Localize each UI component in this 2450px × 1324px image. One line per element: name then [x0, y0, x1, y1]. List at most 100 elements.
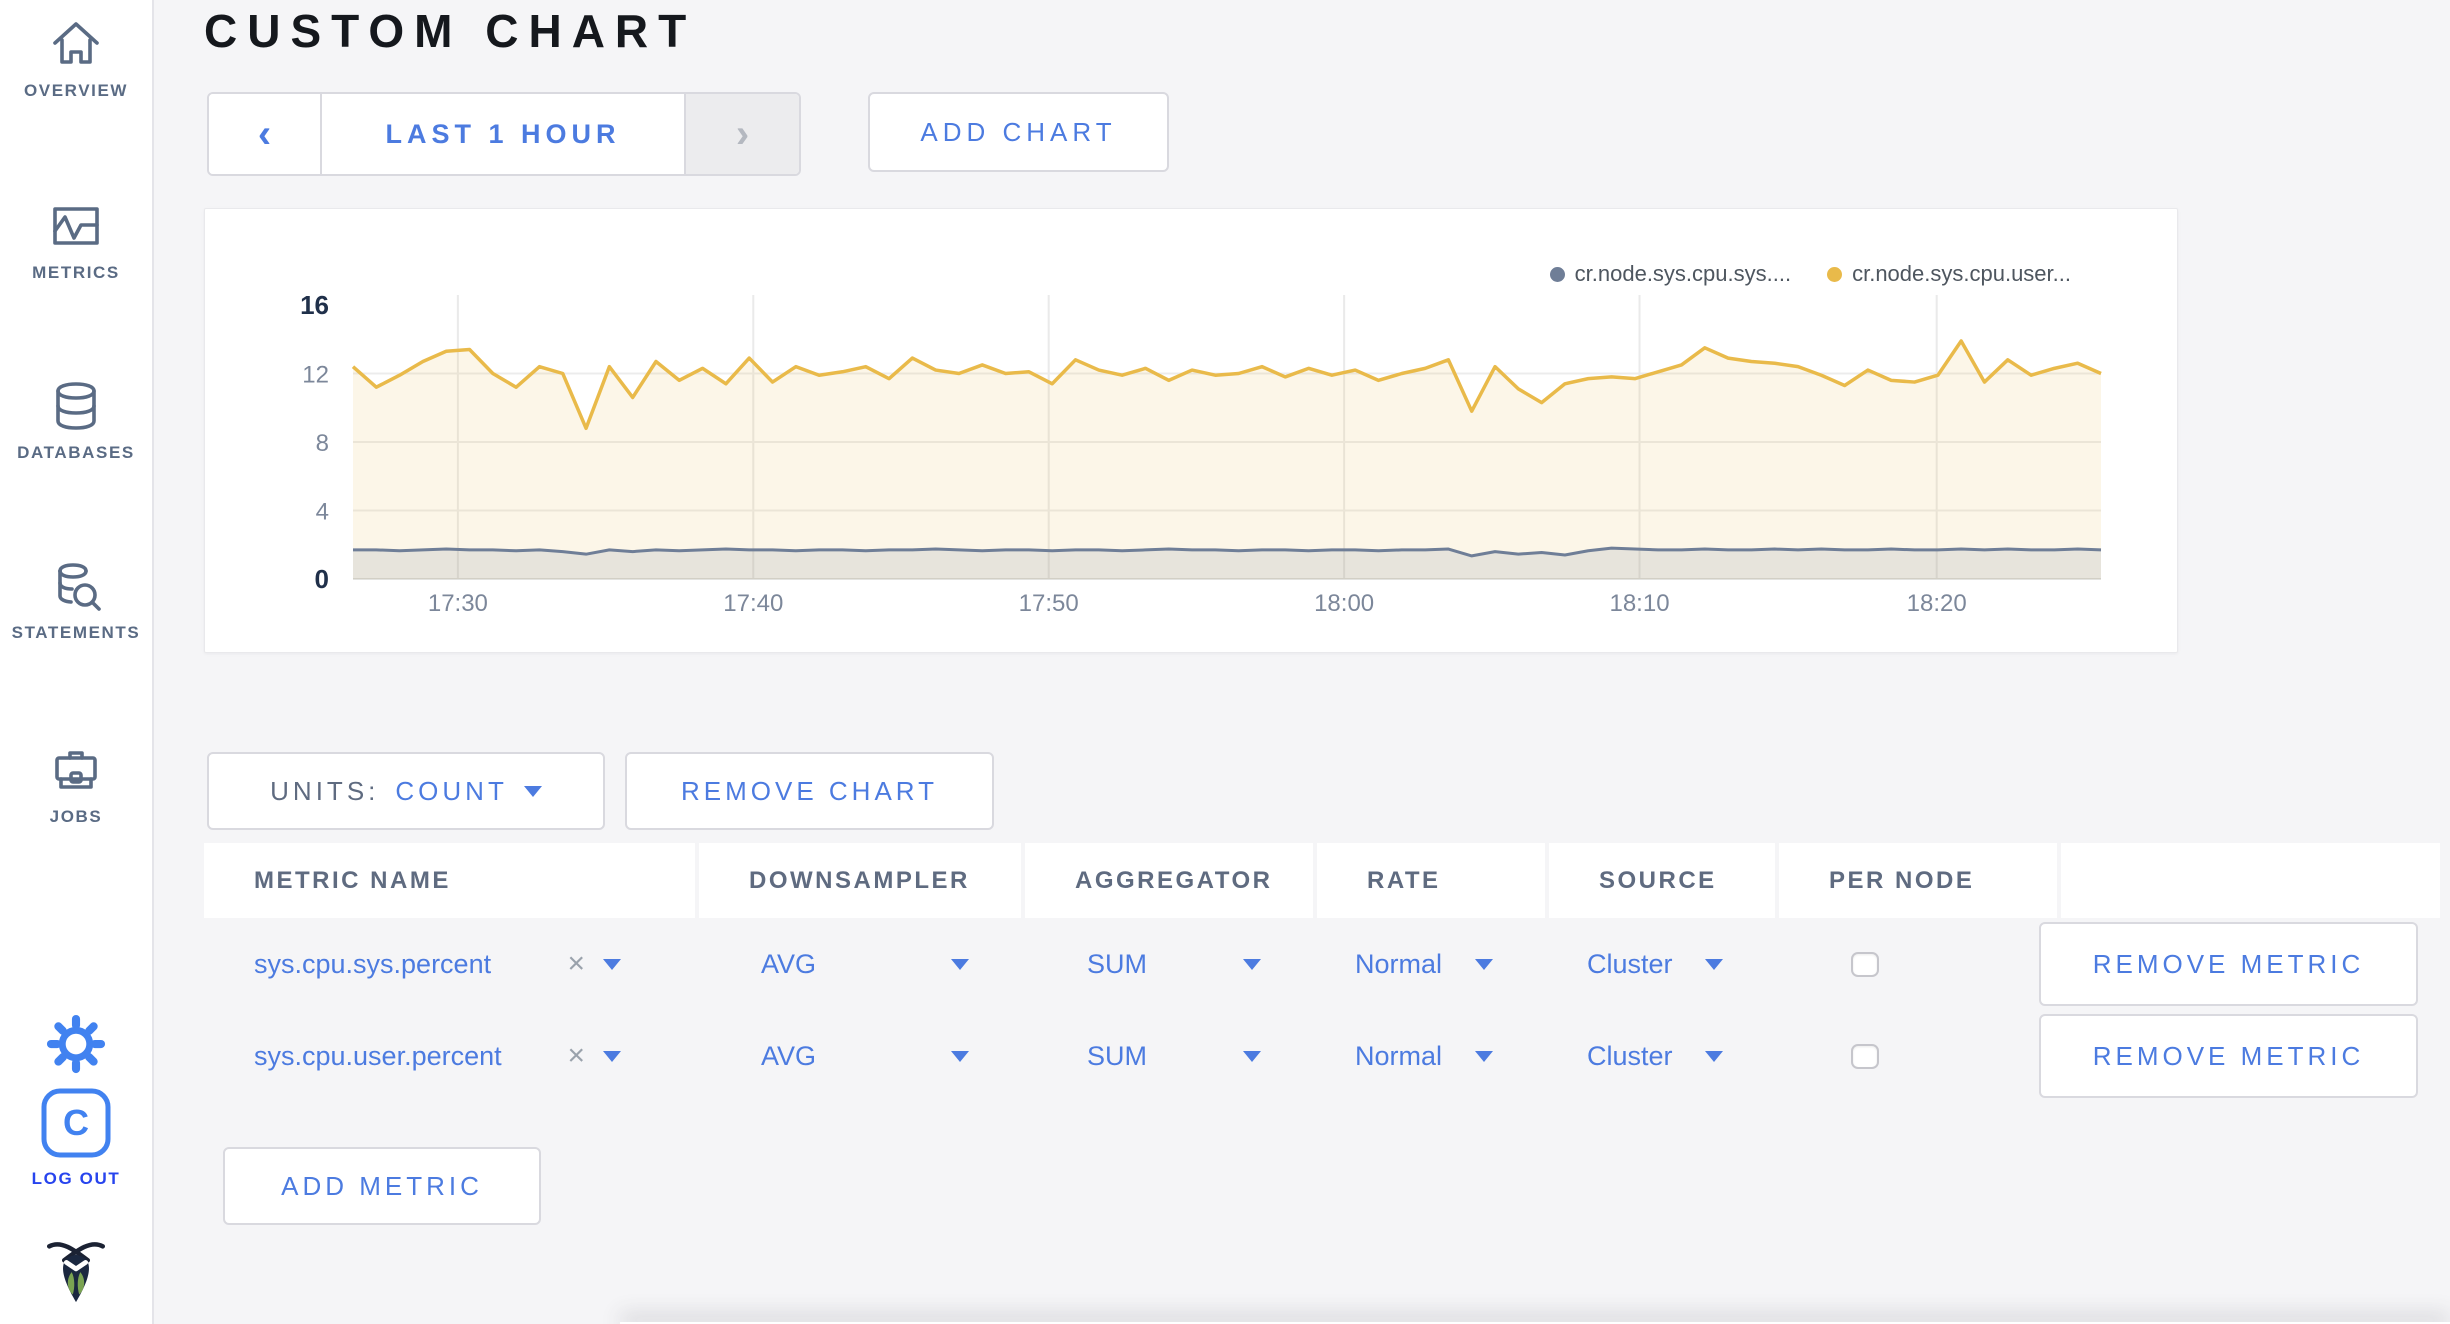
- sidebar-item-label: STATEMENTS: [11, 623, 141, 642]
- metrics-icon: [53, 207, 99, 245]
- chevron-down-icon: [603, 1050, 621, 1062]
- svg-text:16: 16: [300, 290, 329, 320]
- source-value: Cluster: [1587, 1040, 1673, 1071]
- chart-legend: cr.node.sys.cpu.sys.... cr.node.sys.cpu.…: [1549, 261, 2071, 287]
- source-value: Cluster: [1587, 948, 1673, 979]
- metric-name: sys.cpu.user.percent: [254, 1040, 502, 1071]
- home-icon: [53, 22, 99, 64]
- metric-name-cell: sys.cpu.sys.percent ×: [204, 918, 695, 1010]
- chart-card: 17:30 17:40 17:50 18:00 18:10 18:20 0 4 8 12 16 cr…: [204, 208, 2178, 653]
- aggregator-dropdown[interactable]: SUM: [1025, 918, 1313, 1010]
- cockroach-bug-logo-icon: [46, 1242, 106, 1303]
- chevron-down-icon: [951, 958, 969, 970]
- svg-text:C: C: [63, 1102, 89, 1143]
- chart-controls: UNITS: COUNT REMOVE CHART: [207, 752, 994, 830]
- actions-cell: REMOVE METRIC: [2039, 1010, 2440, 1102]
- rate-dropdown[interactable]: Normal: [1317, 918, 1545, 1010]
- remove-metric-button[interactable]: REMOVE METRIC: [2039, 1014, 2418, 1098]
- main-content: CUSTOM CHART ‹ LAST 1 HOUR › ADD CHART 1…: [154, 0, 2450, 1324]
- col-header-aggregator: AGGREGATOR: [1025, 843, 1313, 918]
- col-header-source: SOURCE: [1549, 843, 1775, 918]
- chevron-down-icon: [1243, 1050, 1261, 1062]
- svg-text:17:50: 17:50: [1019, 590, 1079, 617]
- aggregator-value: SUM: [1087, 948, 1147, 979]
- remove-chart-button[interactable]: REMOVE CHART: [625, 752, 994, 830]
- svg-text:17:30: 17:30: [428, 590, 488, 617]
- col-header-downsampler: DOWNSAMPLER: [699, 843, 1021, 918]
- time-range-selector: ‹ LAST 1 HOUR ›: [207, 92, 801, 176]
- source-dropdown[interactable]: Cluster: [1549, 918, 1775, 1010]
- chevron-down-icon: [1475, 1050, 1493, 1062]
- chevron-down-icon: [951, 1050, 969, 1062]
- remove-metric-button[interactable]: REMOVE METRIC: [2039, 922, 2418, 1006]
- table-row: sys.cpu.sys.percent × AVG SUM Normal: [204, 918, 2440, 1010]
- legend-label: cr.node.sys.cpu.sys....: [1574, 261, 1792, 286]
- downsampler-dropdown[interactable]: AVG: [699, 918, 1021, 1010]
- sidebar-item-label: OVERVIEW: [23, 81, 129, 100]
- units-value: COUNT: [395, 775, 508, 806]
- chevron-down-icon: [523, 785, 542, 797]
- per-node-cell: [1779, 1010, 2057, 1102]
- legend-dot-user: [1827, 266, 1843, 282]
- downsampler-dropdown[interactable]: AVG: [699, 1010, 1021, 1102]
- downsampler-value: AVG: [761, 948, 817, 979]
- settings-button[interactable]: [0, 1014, 152, 1074]
- units-label: UNITS:: [270, 775, 380, 806]
- clear-icon[interactable]: ×: [567, 1039, 585, 1072]
- add-metric-button[interactable]: ADD METRIC: [223, 1147, 541, 1225]
- chevron-right-icon: ›: [735, 112, 750, 156]
- svg-text:0: 0: [315, 564, 329, 594]
- sidebar-item-label: JOBS: [49, 807, 103, 826]
- legend-label: cr.node.sys.cpu.user...: [1852, 261, 2071, 286]
- svg-text:8: 8: [316, 430, 329, 457]
- sidebar-item-metrics[interactable]: METRICS: [0, 198, 152, 283]
- source-dropdown[interactable]: Cluster: [1549, 1010, 1775, 1102]
- actions-cell: REMOVE METRIC: [2039, 918, 2440, 1010]
- metric-name-cell: sys.cpu.user.percent ×: [204, 1010, 695, 1102]
- chevron-left-icon: ‹: [257, 112, 272, 156]
- cockroach-bug-logo: [0, 1236, 152, 1306]
- aggregator-dropdown[interactable]: SUM: [1025, 1010, 1313, 1102]
- sidebar-item-databases[interactable]: DATABASES: [0, 378, 152, 463]
- col-header-metric-name: METRIC NAME: [204, 843, 695, 918]
- time-range-prev-button[interactable]: ‹: [209, 94, 320, 174]
- per-node-checkbox[interactable]: [1851, 1043, 1879, 1069]
- page-title: CUSTOM CHART: [204, 5, 697, 57]
- time-range-label-button[interactable]: LAST 1 HOUR: [320, 94, 686, 174]
- sidebar-item-overview[interactable]: OVERVIEW: [0, 16, 152, 101]
- rate-dropdown[interactable]: Normal: [1317, 1010, 1545, 1102]
- sidebar-item-statements[interactable]: STATEMENTS: [0, 558, 152, 643]
- svg-text:4: 4: [316, 499, 329, 526]
- metrics-table-header: METRIC NAME DOWNSAMPLER AGGREGATOR RATE …: [204, 843, 2440, 918]
- aggregator-value: SUM: [1087, 1040, 1147, 1071]
- next-card-top-shadow: [620, 1322, 2450, 1324]
- table-row: sys.cpu.user.percent × AVG SUM Normal: [204, 1010, 2440, 1102]
- chevron-down-icon: [1243, 958, 1261, 970]
- svg-text:17:40: 17:40: [723, 590, 783, 617]
- jobs-icon: [55, 751, 97, 789]
- downsampler-value: AVG: [761, 1040, 817, 1071]
- cockroach-c-icon: C: [41, 1088, 111, 1158]
- metric-select-control[interactable]: ×: [567, 949, 621, 979]
- time-range-next-button[interactable]: ›: [686, 94, 799, 174]
- metric-select-control[interactable]: ×: [567, 1041, 621, 1071]
- svg-text:18:10: 18:10: [1609, 590, 1669, 617]
- add-chart-button[interactable]: ADD CHART: [868, 92, 1169, 172]
- legend-item-user-cpu[interactable]: cr.node.sys.cpu.user...: [1827, 261, 2071, 287]
- chevron-down-icon: [1705, 958, 1723, 970]
- units-dropdown[interactable]: UNITS: COUNT: [207, 752, 605, 830]
- col-header-per-node: PER NODE: [1779, 843, 2057, 918]
- sidebar-item-jobs[interactable]: JOBS: [0, 742, 152, 827]
- metrics-table: METRIC NAME DOWNSAMPLER AGGREGATOR RATE …: [204, 843, 2440, 1102]
- clear-icon[interactable]: ×: [567, 947, 585, 980]
- database-icon: [56, 382, 96, 430]
- legend-item-sys-cpu[interactable]: cr.node.sys.cpu.sys....: [1549, 261, 1792, 287]
- chevron-down-icon: [603, 958, 621, 970]
- per-node-cell: [1779, 918, 2057, 1010]
- col-header-rate: RATE: [1317, 843, 1545, 918]
- statements-icon: [58, 563, 101, 611]
- per-node-checkbox[interactable]: [1851, 951, 1879, 977]
- svg-text:18:00: 18:00: [1314, 590, 1374, 617]
- logout-button[interactable]: C LOG OUT: [0, 1086, 152, 1189]
